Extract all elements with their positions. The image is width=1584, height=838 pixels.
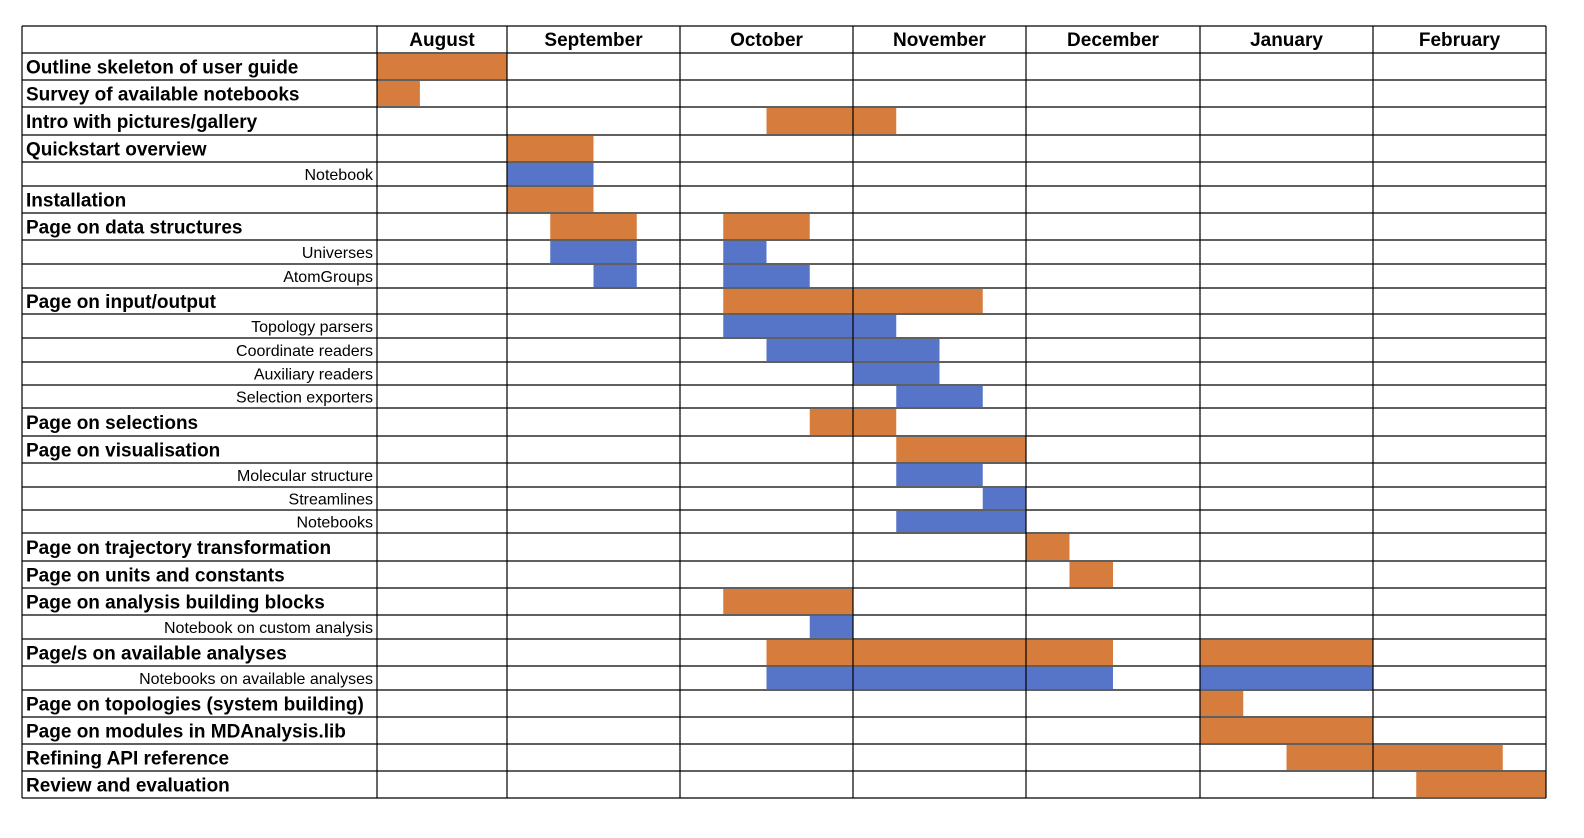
task-label: Installation <box>26 191 126 212</box>
task-label: Survey of available notebooks <box>26 85 299 106</box>
subtask-label: Notebooks <box>297 515 374 532</box>
gantt-bar <box>853 363 940 384</box>
gantt-bar <box>593 265 637 287</box>
subtask-label: Universes <box>302 245 373 262</box>
gantt-bar <box>766 667 1113 689</box>
gantt-bar <box>1026 534 1070 560</box>
gantt-bar <box>723 315 897 337</box>
subtask-label: Coordinate readers <box>236 343 373 360</box>
gantt-bar <box>377 54 507 79</box>
gantt-bar <box>723 214 810 239</box>
task-label: Page on analysis building blocks <box>26 593 325 614</box>
month-header: January <box>1250 30 1323 51</box>
task-label: Page on topologies (system building) <box>26 695 364 716</box>
month-header: December <box>1067 30 1159 51</box>
task-label: Review and evaluation <box>26 776 230 797</box>
task-label: Page on data structures <box>26 218 242 239</box>
task-label: Page/s on available analyses <box>26 644 287 665</box>
gantt-bar <box>982 488 1026 509</box>
bars-layer <box>377 54 1546 797</box>
task-label: Page on units and constants <box>26 566 285 587</box>
subtask-label: AtomGroups <box>283 269 373 286</box>
task-label: Page on visualisation <box>26 441 220 462</box>
task-label: Outline skeleton of user guide <box>26 58 298 79</box>
gantt-bar <box>507 187 594 212</box>
gantt-bar <box>1200 667 1373 689</box>
gantt-bar <box>723 589 853 614</box>
gantt-bar <box>723 241 767 263</box>
task-label: Intro with pictures/gallery <box>26 112 258 133</box>
task-label: Quickstart overview <box>26 140 207 161</box>
task-label: Page on trajectory transformation <box>26 538 331 559</box>
gantt-bar <box>766 640 1113 665</box>
gantt-bar <box>896 437 1026 462</box>
month-header: September <box>544 30 643 51</box>
task-label: Page on selections <box>26 413 198 434</box>
gantt-bar <box>809 616 853 638</box>
gantt-bar <box>896 386 983 407</box>
subtask-label: Notebook <box>305 167 374 184</box>
gantt-bar <box>507 163 594 185</box>
labels-layer: August September October November December Ja… <box>26 30 1501 797</box>
gantt-bar <box>550 241 637 263</box>
gantt-bar <box>896 464 983 486</box>
gantt-bar <box>1200 718 1373 743</box>
month-header: August <box>409 30 475 51</box>
gantt-bar <box>377 81 420 106</box>
subtask-label: Notebooks on available analyses <box>139 671 373 688</box>
subtask-label: Streamlines <box>289 492 373 509</box>
subtask-label: Topology parsers <box>251 319 373 336</box>
gantt-bar <box>1200 691 1244 716</box>
task-label: Page on input/output <box>26 292 217 313</box>
month-header: October <box>730 30 803 51</box>
gantt-bar <box>1069 562 1113 587</box>
subtask-label: Auxiliary readers <box>254 367 373 384</box>
task-label: Refining API reference <box>26 749 229 770</box>
gantt-bar <box>723 265 810 287</box>
gantt-bar <box>896 511 1026 532</box>
subtask-label: Selection exporters <box>236 390 373 407</box>
gantt-bar <box>1200 640 1373 665</box>
task-label: Page on modules in MDAnalysis.lib <box>26 722 346 743</box>
gantt-bar <box>766 108 897 134</box>
month-header: February <box>1419 30 1501 51</box>
gantt-bar <box>1286 745 1503 770</box>
gantt-bar <box>550 214 637 239</box>
gantt-bar <box>507 136 594 161</box>
month-header: November <box>893 30 987 51</box>
grid-layer <box>21 25 1547 799</box>
gantt-bar <box>1416 772 1546 797</box>
subtask-label: Molecular structure <box>237 468 373 485</box>
subtask-label: Notebook on custom analysis <box>164 620 373 637</box>
